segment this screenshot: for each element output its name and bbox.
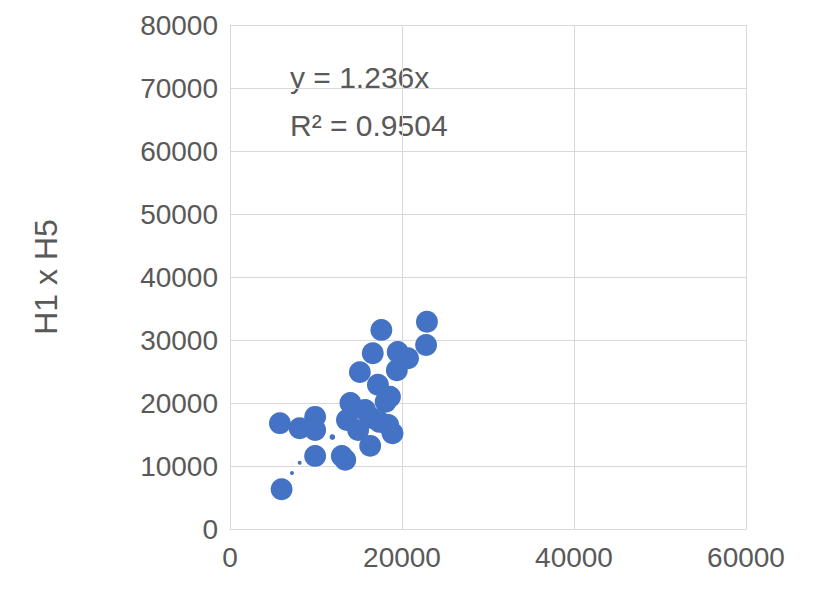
svg-text:20000: 20000: [363, 542, 441, 573]
svg-text:50000: 50000: [140, 199, 218, 230]
svg-text:R² = 0.9504: R² = 0.9504: [290, 109, 448, 142]
svg-text:30000: 30000: [140, 325, 218, 356]
svg-text:70000: 70000: [140, 73, 218, 104]
svg-text:H1 x H5: H1 x H5: [28, 219, 64, 335]
svg-text:20000: 20000: [140, 388, 218, 419]
svg-text:60000: 60000: [707, 542, 785, 573]
svg-text:0: 0: [222, 542, 238, 573]
svg-text:40000: 40000: [140, 262, 218, 293]
svg-text:40000: 40000: [535, 542, 613, 573]
svg-text:80000: 80000: [140, 10, 218, 41]
svg-text:0: 0: [202, 514, 218, 545]
svg-text:60000: 60000: [140, 136, 218, 167]
svg-text:10000: 10000: [140, 451, 218, 482]
svg-text:y = 1.236x: y = 1.236x: [290, 60, 430, 94]
